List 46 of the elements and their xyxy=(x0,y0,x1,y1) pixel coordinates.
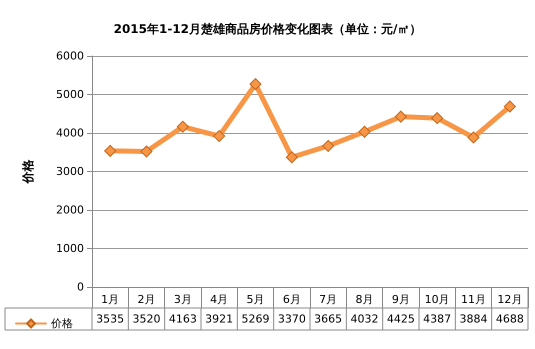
y-tick-label: 0 xyxy=(77,280,84,294)
point xyxy=(322,140,334,152)
point xyxy=(431,112,444,124)
x-tick-label: 5月 xyxy=(246,293,264,306)
point xyxy=(504,100,516,113)
y-tick-label: 5000 xyxy=(56,88,84,101)
y-tick-label: 2000 xyxy=(56,204,84,216)
data-label: 3370 xyxy=(278,312,306,326)
chart-title: 2015年1-12月楚雄商品房价格变化图表（单位：元/㎡） xyxy=(114,22,422,36)
point xyxy=(140,145,152,158)
x-tick-label: 8月 xyxy=(356,293,374,306)
data-label: 3921 xyxy=(205,312,234,326)
x-tick-label: 2月 xyxy=(138,293,156,306)
y-tick-label: 6000 xyxy=(56,50,84,62)
data-label: 3535 xyxy=(96,312,124,326)
x-tick-label: 9月 xyxy=(392,293,410,306)
x-tick-label: 3月 xyxy=(174,293,192,306)
point xyxy=(213,130,226,142)
data-label: 4688 xyxy=(496,312,524,326)
y-axis-title: 价格 xyxy=(21,158,35,184)
y-tick-label: 1000 xyxy=(56,242,84,255)
x-tick-label: 6月 xyxy=(282,293,301,306)
x-tick-label: 1月 xyxy=(101,293,120,306)
y-tick-label: 3000 xyxy=(56,165,84,178)
point xyxy=(104,144,116,157)
data-label: 3884 xyxy=(460,312,488,326)
y-tick-label: 4000 xyxy=(56,126,84,140)
data-label: 5269 xyxy=(242,312,270,326)
point xyxy=(250,78,262,90)
data-label: 4387 xyxy=(423,312,452,326)
point xyxy=(176,120,189,133)
x-tick-label: 11月 xyxy=(461,293,486,306)
x-tick-label: 7月 xyxy=(319,293,338,306)
data-label: 3665 xyxy=(314,312,342,326)
point xyxy=(468,131,480,144)
data-label: 4425 xyxy=(386,312,415,326)
data-label: 4032 xyxy=(350,312,378,326)
point xyxy=(394,110,407,123)
point xyxy=(358,126,370,138)
x-tick-label: 10月 xyxy=(424,293,450,306)
legend-label: 价格 xyxy=(50,317,73,330)
data-label: 3520 xyxy=(132,312,160,326)
x-tick-label: 12月 xyxy=(497,293,522,306)
point xyxy=(286,151,298,164)
x-tick-label: 4月 xyxy=(210,293,228,306)
data-label: 4163 xyxy=(168,312,197,326)
